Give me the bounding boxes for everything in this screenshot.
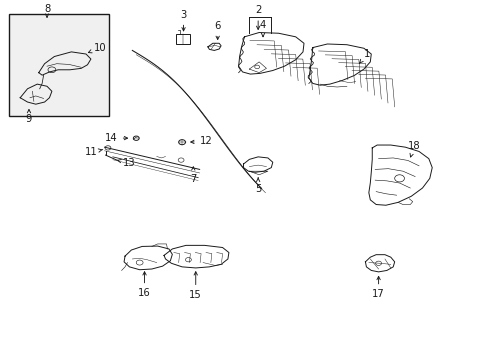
Text: 13: 13 — [117, 158, 135, 168]
Text: 10: 10 — [88, 42, 107, 53]
Text: 11: 11 — [84, 147, 102, 157]
Text: 4: 4 — [260, 21, 265, 37]
Text: 12: 12 — [190, 136, 212, 147]
Text: 15: 15 — [189, 272, 202, 300]
Text: 6: 6 — [214, 21, 221, 40]
Text: 1: 1 — [359, 49, 370, 63]
Bar — [9, 14, 109, 116]
Text: 5: 5 — [254, 178, 261, 194]
Text: 18: 18 — [407, 141, 420, 157]
Text: 9: 9 — [26, 109, 32, 124]
Text: 14: 14 — [105, 133, 127, 143]
Text: 2: 2 — [254, 5, 261, 30]
Text: 3: 3 — [180, 10, 186, 31]
Text: 17: 17 — [371, 276, 384, 300]
Text: 8: 8 — [44, 4, 50, 17]
Text: 7: 7 — [190, 167, 196, 184]
Text: 16: 16 — [138, 272, 151, 298]
